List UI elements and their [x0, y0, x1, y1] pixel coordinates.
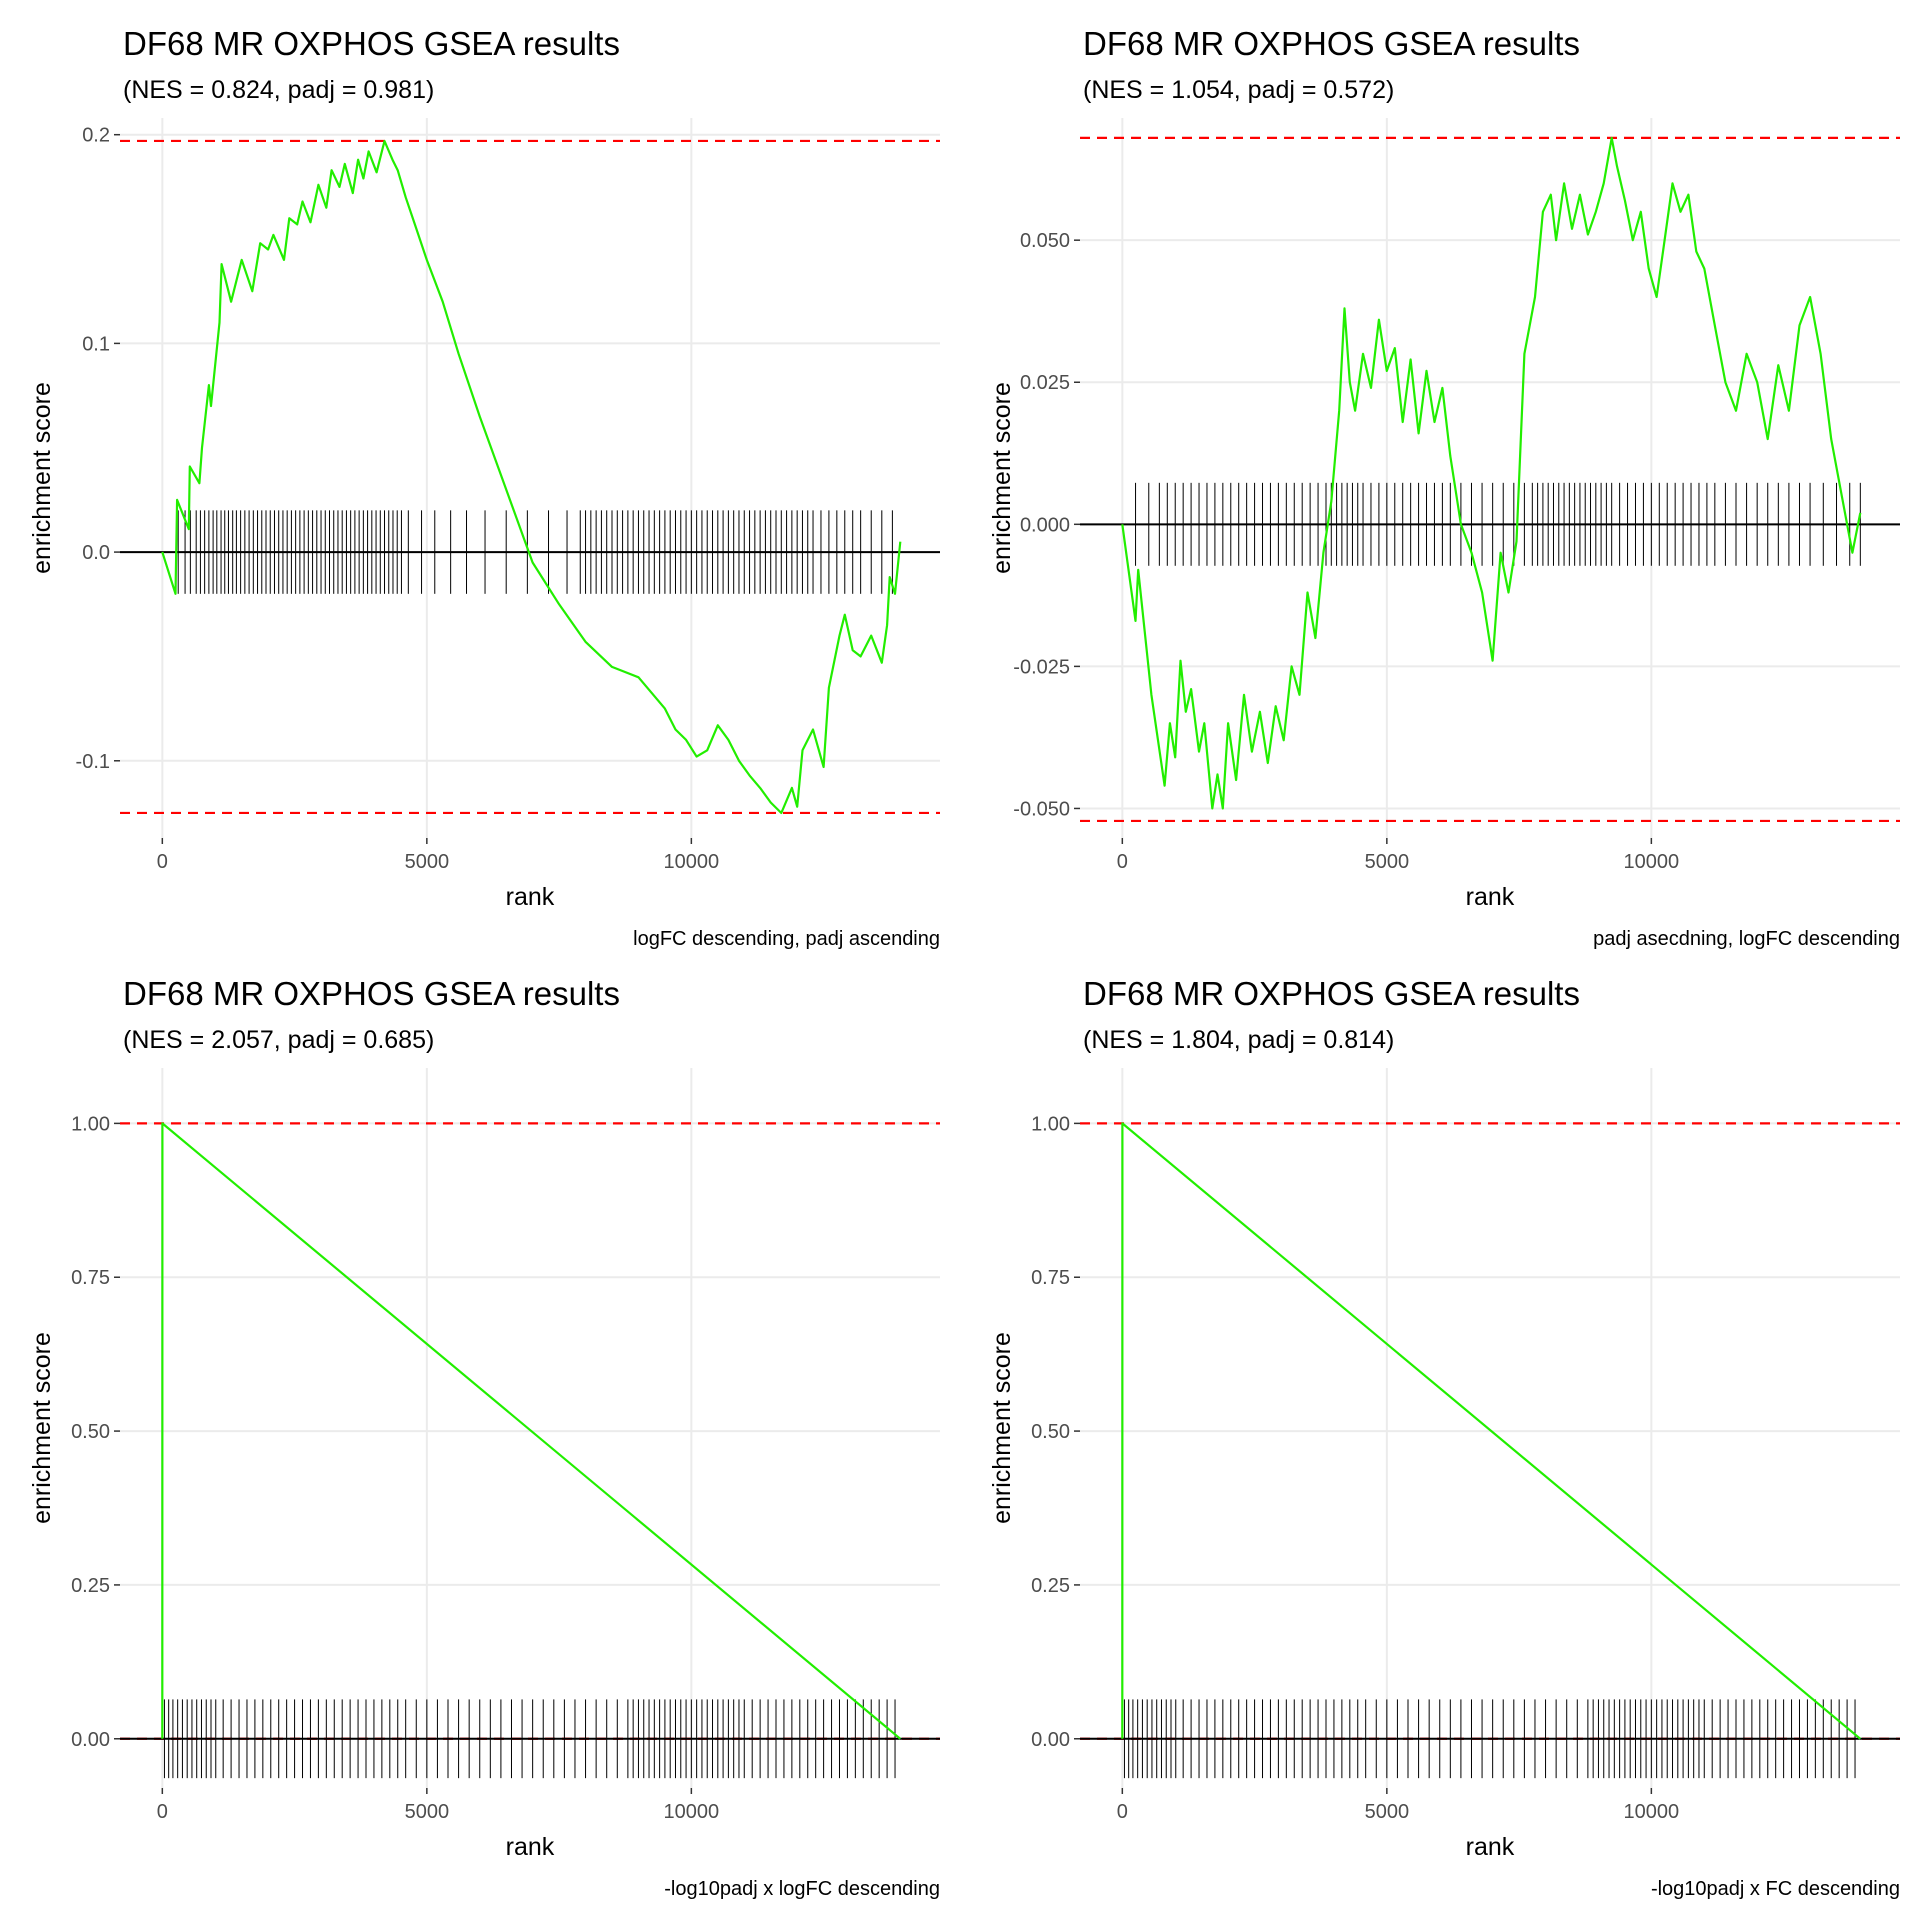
y-tick-label: 0.1	[82, 333, 110, 355]
x-tick-label: 10000	[1624, 851, 1680, 873]
y-tick-label: 0.050	[1020, 230, 1070, 252]
y-tick-label: 1.00	[1031, 1113, 1070, 1135]
grid-lines	[1080, 1068, 1900, 1788]
chart-title: DF68 MR OXPHOS GSEA results	[123, 975, 620, 1012]
y-tick-label: -0.1	[76, 751, 110, 773]
chart-subtitle: (NES = 2.057, padj = 0.685)	[123, 1026, 434, 1054]
x-tick-label: 10000	[1624, 1801, 1680, 1823]
grid-lines	[120, 118, 940, 838]
enrichment-score-line	[161, 139, 902, 815]
x-tick-label: 10000	[664, 1801, 720, 1823]
y-tick-label: 1.00	[71, 1113, 110, 1135]
grid-lines	[1080, 118, 1900, 838]
x-tick-label: 0	[157, 851, 168, 873]
chart-caption: -log10padj x logFC descending	[664, 1878, 940, 1900]
y-tick-label: 0.50	[1031, 1421, 1070, 1443]
grid-lines	[120, 1068, 940, 1788]
y-axis-label: enrichment score	[28, 1332, 56, 1524]
chart-panel-4: DF68 MR OXPHOS GSEA results (NES = 1.804,…	[988, 975, 1900, 1900]
y-axis-label: enrichment score	[988, 382, 1016, 574]
x-tick-label: 0	[1117, 1801, 1128, 1823]
y-tick-label: 0.50	[71, 1421, 110, 1443]
y-tick-label: 0.025	[1020, 372, 1070, 394]
x-axis-label: rank	[1466, 1833, 1515, 1861]
x-tick-label: 5000	[405, 851, 450, 873]
y-axis-label: enrichment score	[988, 1332, 1016, 1524]
y-tick-label: 0.0	[82, 542, 110, 564]
x-tick-label: 5000	[1365, 1801, 1410, 1823]
chart-title: DF68 MR OXPHOS GSEA results	[123, 25, 620, 62]
y-tick-label: 0.000	[1020, 514, 1070, 536]
x-tick-label: 0	[1117, 851, 1128, 873]
chart-panel-3: DF68 MR OXPHOS GSEA results (NES = 2.057,…	[28, 975, 940, 1900]
y-tick-label: 0.2	[82, 125, 110, 147]
chart-subtitle: (NES = 1.804, padj = 0.814)	[1083, 1026, 1394, 1054]
x-tick-label: 5000	[405, 1801, 450, 1823]
chart-panel-2: DF68 MR OXPHOS GSEA results (NES = 1.054,…	[988, 25, 1900, 950]
chart-subtitle: (NES = 0.824, padj = 0.981)	[123, 76, 434, 104]
y-tick-label: -0.050	[1013, 798, 1070, 820]
y-tick-label: 0.00	[71, 1729, 110, 1751]
chart-panel-1: DF68 MR OXPHOS GSEA results (NES = 0.824,…	[28, 25, 940, 950]
chart-title: DF68 MR OXPHOS GSEA results	[1083, 25, 1580, 62]
y-tick-label: 0.75	[71, 1267, 110, 1289]
x-tick-label: 5000	[1365, 851, 1410, 873]
enrichment-score-line	[1121, 136, 1862, 810]
y-tick-label: 0.75	[1031, 1267, 1070, 1289]
enrichment-score-line	[1121, 1122, 1862, 1740]
x-axis-label: rank	[1466, 883, 1515, 911]
x-tick-label: 10000	[664, 851, 720, 873]
chart-caption: logFC descending, padj ascending	[633, 928, 940, 950]
y-tick-label: 0.00	[1031, 1729, 1070, 1751]
chart-subtitle: (NES = 1.054, padj = 0.572)	[1083, 76, 1394, 104]
y-tick-label: -0.025	[1013, 656, 1070, 678]
chart-caption: -log10padj x FC descending	[1651, 1878, 1900, 1900]
gene-hit-ticks	[1123, 1699, 1856, 1779]
enrichment-score-line	[161, 1122, 902, 1740]
chart-title: DF68 MR OXPHOS GSEA results	[1083, 975, 1580, 1012]
chart-caption: padj asecdning, logFC descending	[1593, 928, 1900, 950]
y-axis-label: enrichment score	[28, 382, 56, 574]
x-axis-label: rank	[506, 1833, 555, 1861]
x-axis-label: rank	[506, 883, 555, 911]
y-tick-label: 0.25	[1031, 1575, 1070, 1597]
x-tick-label: 0	[157, 1801, 168, 1823]
y-tick-label: 0.25	[71, 1575, 110, 1597]
